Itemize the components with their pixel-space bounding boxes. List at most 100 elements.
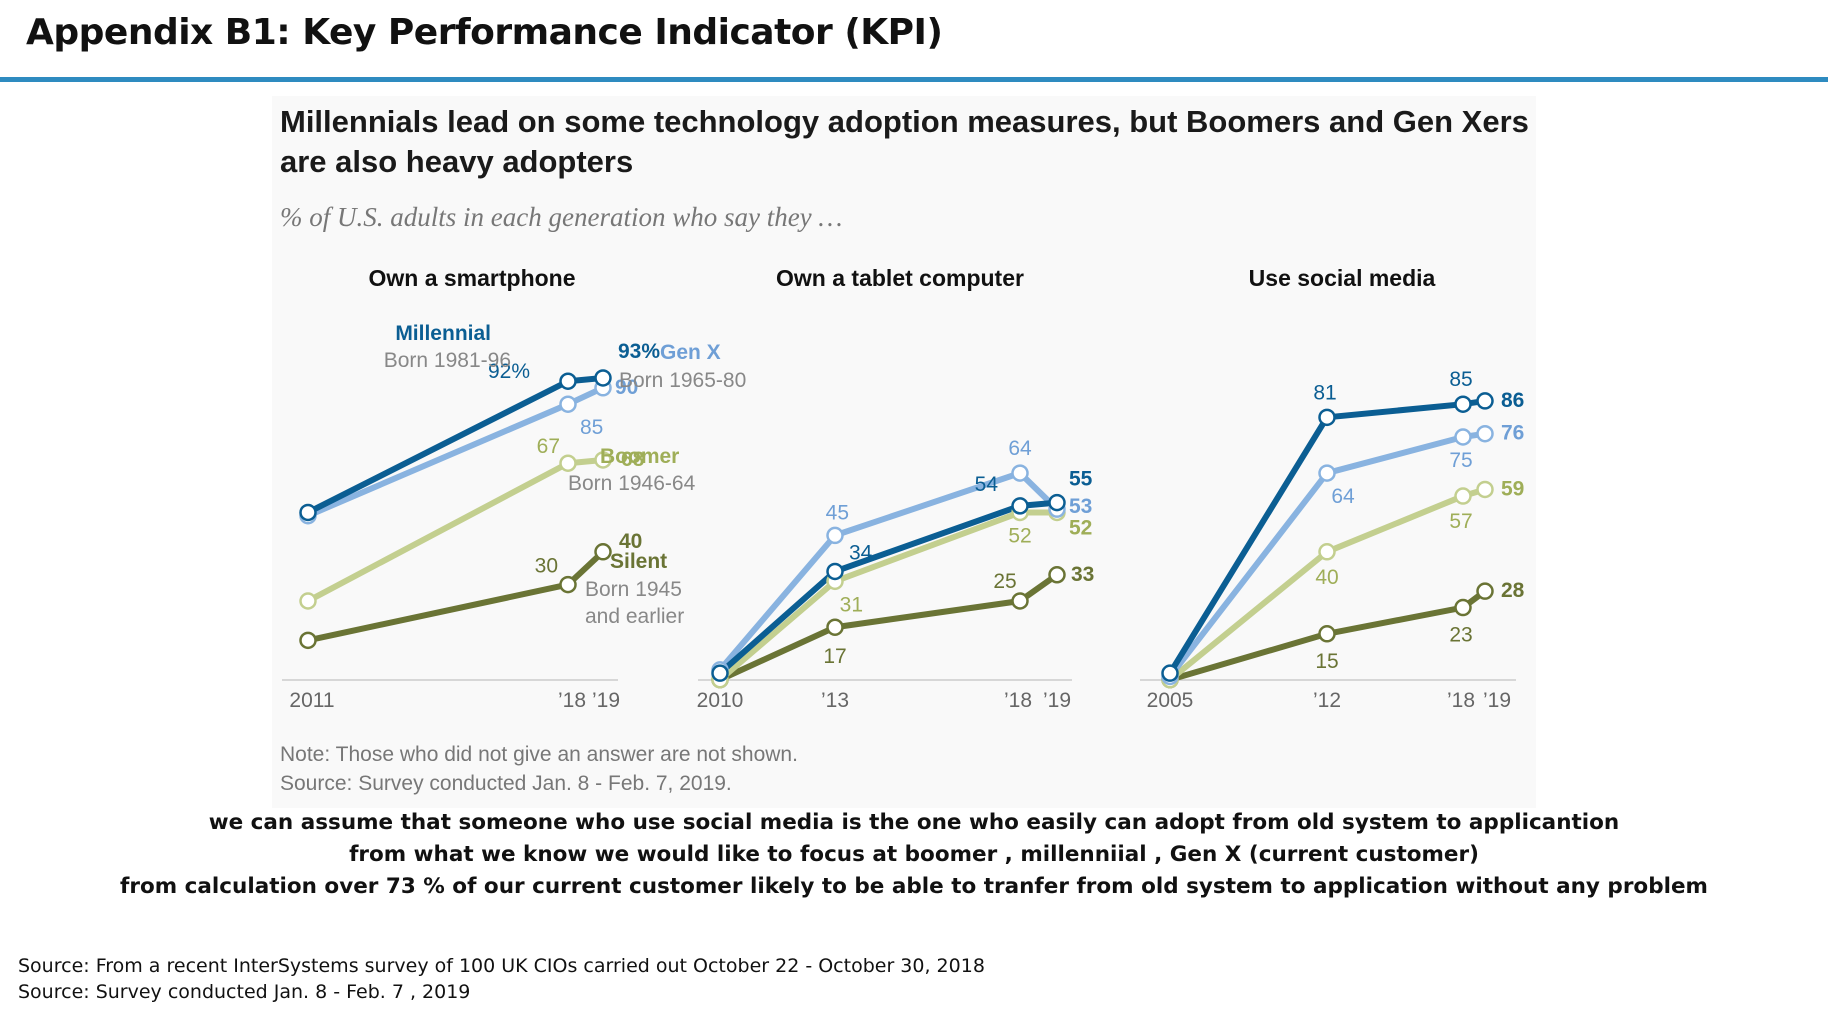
data-label: 86	[1501, 389, 1524, 412]
x-tick-label: ’19	[1483, 689, 1511, 712]
data-point	[299, 592, 317, 610]
chart-subtitle: % of U.S. adults in each generation who …	[280, 202, 843, 232]
x-tick-label: ’18	[1004, 689, 1032, 712]
data-label: 93%	[618, 340, 660, 363]
data-label: 45	[826, 501, 849, 524]
data-point	[594, 451, 612, 469]
series-line-boomer	[1167, 486, 1488, 683]
data-label: 31	[840, 593, 863, 616]
title-divider	[0, 77, 1828, 82]
x-tick-label: 2011	[289, 689, 334, 712]
data-point	[826, 526, 844, 545]
panel-title: Use social media	[1249, 265, 1436, 291]
data-point	[1454, 395, 1472, 413]
panel-title: Own a tablet computer	[776, 265, 1024, 291]
series-line-boomer	[717, 509, 1060, 683]
series-sublabel: Born 1981-96	[384, 349, 511, 372]
data-point	[1476, 582, 1494, 600]
data-label: 90	[615, 376, 638, 399]
x-tick-label: ’18	[1447, 689, 1475, 712]
panel-title: Own a smartphone	[368, 265, 575, 291]
data-label: 59	[1501, 477, 1524, 500]
chart-source: Source: Survey conducted Jan. 8 - Feb. 7…	[280, 772, 732, 795]
data-label: 67	[537, 435, 560, 458]
data-point	[1318, 625, 1336, 643]
chart-panel	[272, 96, 1536, 808]
data-point	[1048, 566, 1066, 584]
data-label: 30	[535, 555, 558, 578]
series-line-millennial	[1167, 397, 1488, 677]
x-tick-label: ’18	[558, 689, 586, 712]
data-point	[1318, 408, 1336, 427]
data-label: 28	[1501, 579, 1525, 602]
data-label: 85	[1449, 368, 1472, 391]
slide-title: Appendix B1: Key Performance Indicator (…	[26, 12, 943, 53]
data-point	[1476, 480, 1494, 499]
data-label: 92%	[488, 360, 530, 383]
data-label: 76	[1501, 422, 1524, 445]
data-point	[559, 575, 577, 594]
data-label: 68	[621, 448, 645, 471]
series-line-silent	[1167, 588, 1488, 683]
data-label: 52	[1069, 516, 1092, 539]
data-label: 23	[1449, 624, 1472, 647]
series-name-label: Silent	[610, 550, 667, 573]
data-point	[711, 664, 729, 682]
data-label: 54	[975, 473, 999, 496]
chart-title: Millennials lead on some technology adop…	[280, 104, 1529, 179]
chart-note: Note: Those who did not give an answer a…	[280, 743, 798, 766]
series-name-label: Millennial	[395, 322, 491, 345]
x-tick-label: 2005	[1147, 689, 1194, 712]
data-label: 53	[1069, 495, 1092, 518]
data-point	[1161, 664, 1179, 682]
series-line-gen-x	[717, 470, 1060, 673]
series-sublabel: Born 1965-80	[619, 369, 746, 392]
series-sublabel: Born 1945	[585, 578, 682, 601]
data-point	[559, 395, 577, 413]
x-tick-label: ’13	[821, 689, 849, 712]
data-label: 40	[619, 530, 642, 553]
data-point	[1318, 464, 1336, 482]
data-label: 15	[1315, 650, 1338, 673]
source-line-1: Source: From a recent InterSystems surve…	[18, 955, 985, 977]
source-line-2: Source: Survey conducted Jan. 8 - Feb. 7…	[18, 981, 471, 1003]
x-tick-label: ’19	[1043, 689, 1071, 712]
data-label: 64	[1331, 485, 1355, 508]
data-point	[1476, 392, 1494, 410]
data-label: 57	[1449, 510, 1472, 533]
comment-line-2: from what we know we would like to focus…	[349, 842, 1479, 867]
data-label: 17	[823, 645, 846, 668]
data-label: 33	[1071, 563, 1094, 586]
series-sublabel: Born 1946-64	[568, 472, 696, 495]
data-label: 52	[1008, 524, 1031, 547]
series-line-boomer	[305, 456, 606, 604]
data-point	[299, 503, 317, 522]
data-point	[1454, 428, 1472, 446]
data-label: 75	[1449, 449, 1472, 472]
data-point	[559, 454, 577, 472]
series-line-silent	[717, 571, 1060, 683]
series-line-millennial	[717, 499, 1060, 677]
data-point	[1454, 487, 1472, 505]
data-point	[1011, 464, 1029, 482]
data-label: 25	[993, 570, 1016, 593]
data-point	[299, 631, 317, 650]
x-tick-label: ’19	[592, 689, 620, 712]
comment-line-1: we can assume that someone who use socia…	[208, 810, 1620, 835]
data-label: 55	[1069, 468, 1093, 491]
x-tick-label: ’12	[1313, 689, 1341, 712]
data-point	[1318, 543, 1336, 561]
data-label: 64	[1008, 437, 1032, 460]
data-point	[559, 372, 577, 390]
series-line-silent	[305, 548, 606, 644]
x-tick-label: 2010	[697, 689, 744, 712]
data-label: 85	[580, 416, 603, 439]
data-point	[1048, 493, 1066, 512]
data-label: 40	[1315, 566, 1338, 589]
data-point	[1011, 592, 1029, 610]
series-name-label: Gen X	[660, 341, 721, 364]
data-point	[1476, 424, 1494, 443]
data-point	[594, 369, 612, 387]
data-point	[594, 543, 612, 561]
